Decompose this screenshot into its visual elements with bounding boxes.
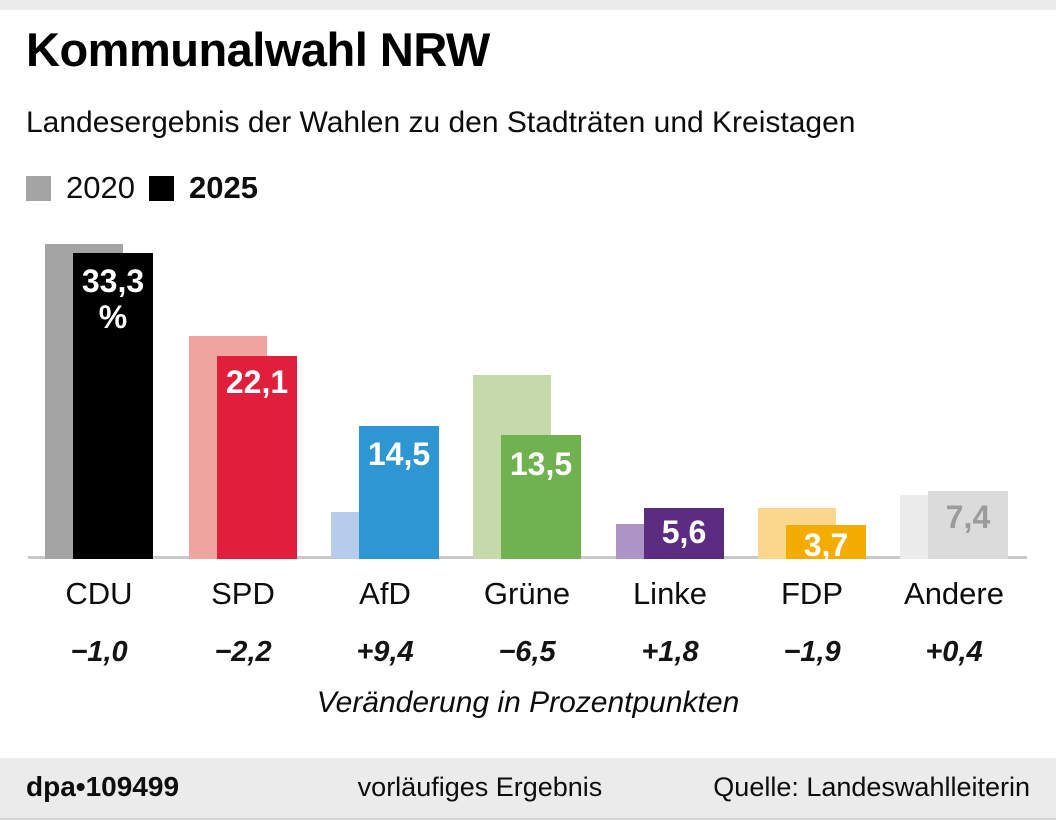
legend: 2020 2025: [26, 170, 258, 206]
legend-item-2020: 2020: [26, 170, 135, 206]
party-label-spd: SPD: [211, 576, 275, 611]
chart-subtitle: Landesergebnis der Wahlen zu den Stadträ…: [26, 106, 856, 139]
bar-2020-spd: [189, 335, 267, 559]
bar-2025-linke: [644, 507, 724, 559]
party-label-fdp: FDP: [781, 576, 843, 611]
legend-swatch-2025: [148, 175, 174, 201]
value-label-spd: 22,1: [225, 363, 289, 400]
change-label-andere: +0,4: [925, 636, 983, 668]
change-label-afd: +9,4: [356, 636, 414, 668]
change-label-gruene: −6,5: [498, 636, 556, 668]
bar-2020-andere: [900, 494, 978, 559]
value-label-gruene: 13,5: [509, 445, 573, 482]
chart-title: Kommunalwahl NRW: [26, 23, 490, 76]
bar-2020-fdp: [758, 507, 836, 559]
bar-2025-andere: [928, 490, 1008, 559]
change-label-spd: −2,2: [214, 636, 272, 668]
top-border-strip: [0, 0, 1056, 10]
party-label-afd: AfD: [359, 576, 411, 611]
value-label-andere: 7,4: [945, 498, 991, 535]
status-note: vorläufiges Ergebnis: [357, 772, 603, 802]
bar-2025-gruene: [501, 434, 581, 559]
party-label-cdu: CDU: [65, 576, 133, 611]
legend-item-2025: 2025: [148, 170, 258, 206]
bar-2020-gruene: [473, 375, 551, 559]
value-label-cdu: 33,3 %: [81, 262, 145, 335]
source-note: Quelle: Landeswahlleiterin: [713, 772, 1030, 802]
change-label-cdu: −1,0: [70, 636, 128, 668]
bar-2020-linke: [616, 524, 694, 559]
footer: dpa•109499 vorläufiges Ergebnis Quelle: …: [0, 758, 1056, 820]
party-label-andere: Andere: [904, 576, 1004, 611]
x-axis-line: [28, 556, 1027, 559]
value-label-linke: 5,6: [661, 513, 707, 550]
party-label-linke: Linke: [632, 576, 708, 611]
change-label-fdp: −1,9: [783, 636, 841, 668]
legend-label-2020: 2020: [66, 170, 135, 205]
bar-2025-afd: [359, 425, 439, 559]
bar-2025-fdp: [786, 524, 866, 559]
bar-2025-spd: [217, 355, 297, 559]
party-label-gruene: Grüne: [483, 576, 571, 611]
axis-footnote: Veränderung in Prozentpunkten: [316, 686, 740, 719]
bar-2020-afd: [331, 512, 409, 559]
value-label-afd: 14,5: [367, 435, 431, 472]
legend-label-2025: 2025: [188, 170, 258, 205]
dpa-credit: dpa•109499: [26, 771, 180, 802]
bar-2020-cdu: [45, 243, 123, 559]
bar-2025-cdu: [73, 252, 153, 559]
change-label-linke: +1,8: [641, 636, 699, 668]
legend-swatch-2020: [26, 175, 51, 201]
